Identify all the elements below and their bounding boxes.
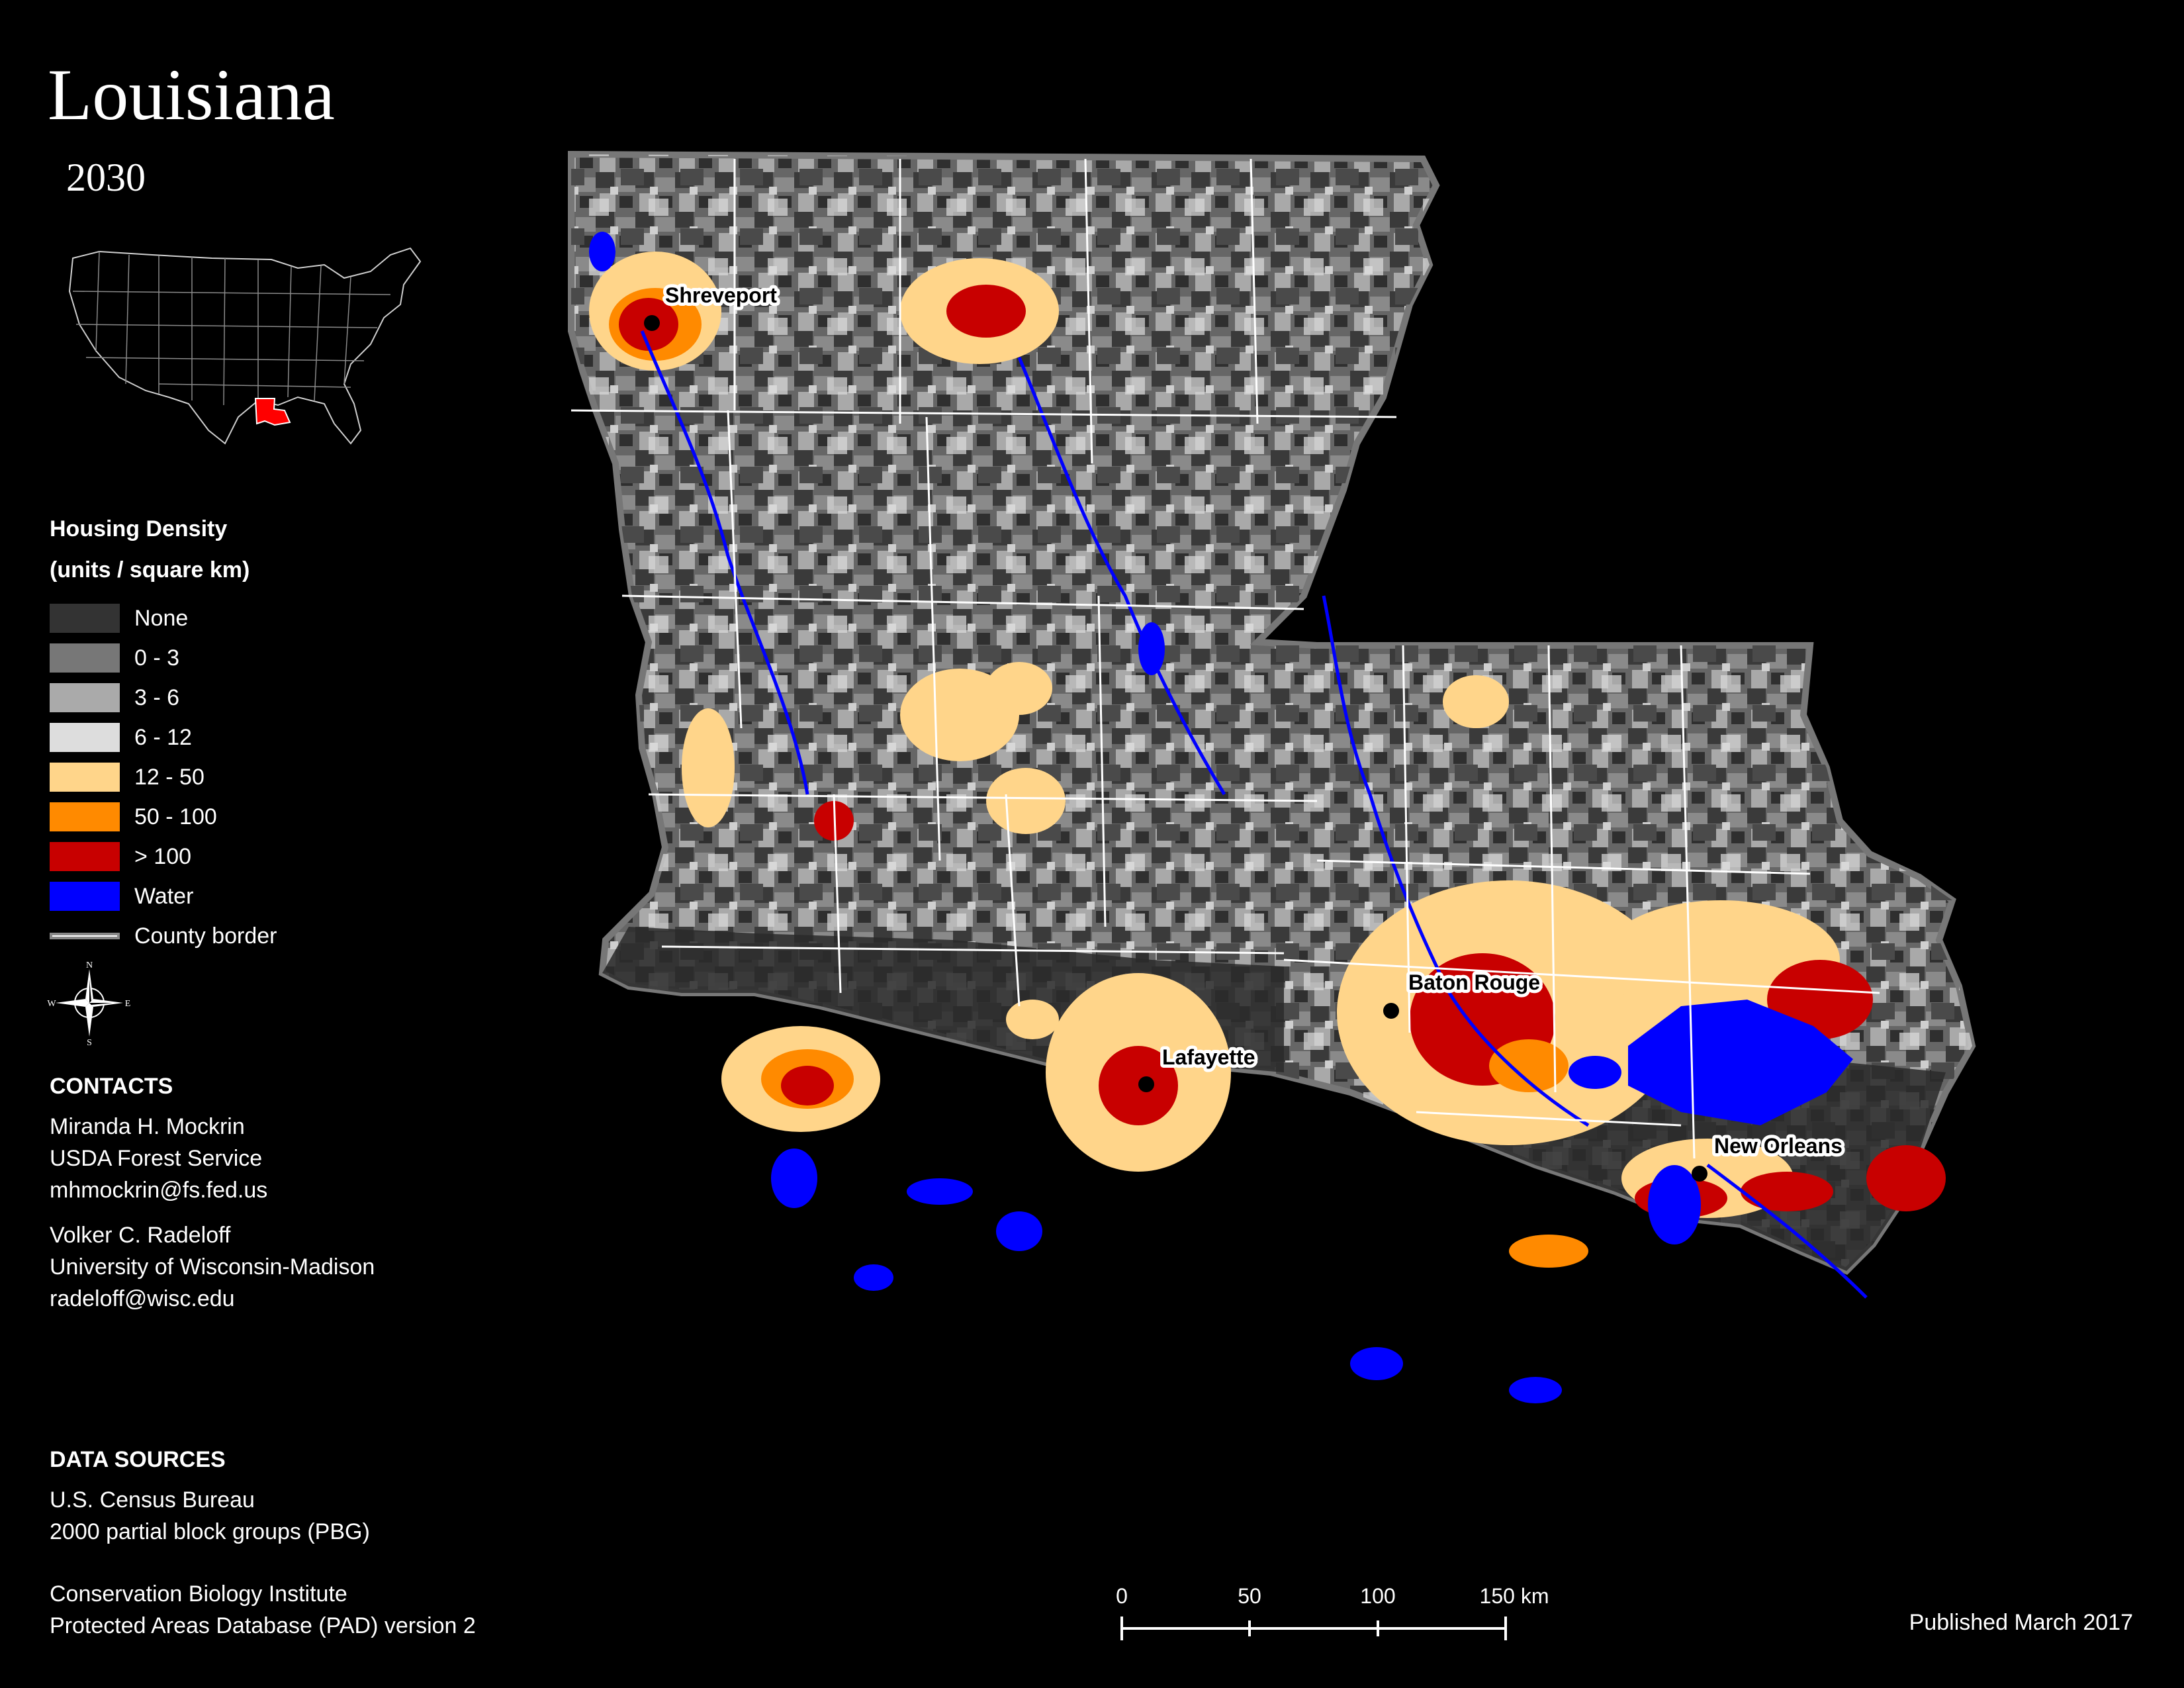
scale-tick-label: 100 (1360, 1584, 1395, 1608)
city-dot-lafayette (1138, 1076, 1154, 1092)
compass-n: N (86, 961, 93, 970)
data-source-line: Conservation Biology Institute (50, 1581, 347, 1607)
contact-name: Miranda H. Mockrin (50, 1114, 245, 1139)
compass-w: W (47, 999, 56, 1009)
city-dot-shreveport (644, 315, 660, 331)
county-borders (570, 158, 1880, 1159)
legend-label: 3 - 6 (134, 684, 180, 710)
louisiana-highlight (254, 398, 291, 426)
map-year: 2030 (66, 156, 146, 199)
rivers (640, 330, 1868, 1299)
legend-item-water: Water (50, 882, 193, 911)
legend-swatch (50, 683, 120, 712)
legend-label: 6 - 12 (134, 724, 192, 750)
contact-block-1: Miranda H. Mockrin USDA Forest Service m… (50, 1111, 267, 1206)
city-markers: Shreveport Baton Rouge Lafayette New Orl… (644, 280, 1846, 1182)
city-label-baton-rouge: Baton Rouge (1408, 970, 1540, 994)
data-sources-heading: DATA SOURCES (50, 1447, 226, 1472)
legend-label: None (134, 605, 189, 631)
legend-item-0-3: 0 - 3 (50, 643, 179, 673)
legend-item-12-50: 12 - 50 (50, 763, 205, 792)
legend-swatch (50, 604, 120, 633)
water-bodies (589, 232, 1853, 1403)
data-source-line: 2000 partial block groups (PBG) (50, 1519, 370, 1544)
legend-item-50-100: 50 - 100 (50, 802, 217, 831)
contact-block-2: Volker C. Radeloff University of Wiscons… (50, 1219, 375, 1315)
legend-item-none: None (50, 604, 188, 633)
legend-item-6-12: 6 - 12 (50, 723, 192, 752)
legend-swatch (50, 763, 120, 792)
published-date: Published March 2017 (1909, 1610, 2133, 1635)
legend-swatch (50, 842, 120, 871)
legend-label: 0 - 3 (134, 645, 180, 671)
contact-name: Volker C. Radeloff (50, 1223, 231, 1248)
legend-label: Water (134, 883, 194, 909)
legend-label: 50 - 100 (134, 804, 217, 829)
city-label-new-orleans: New Orleans (1714, 1134, 1843, 1158)
legend-swatch (50, 643, 120, 673)
legend-swatch (50, 723, 120, 752)
us-locator-map (68, 247, 422, 445)
data-source-line: Protected Areas Database (PAD) version 2 (50, 1613, 476, 1638)
map-title: Louisiana (48, 54, 335, 135)
city-dot-new-orleans (1692, 1166, 1707, 1182)
legend-swatch (50, 802, 120, 831)
legend-item-gt-100: > 100 (50, 842, 191, 871)
legend-item-3-6: 3 - 6 (50, 683, 179, 712)
compass-rose-icon: N S W E (47, 961, 131, 1046)
legend-item-county-border: County border (50, 921, 277, 951)
contact-org: University of Wisconsin-Madison (50, 1254, 375, 1280)
legend-label: County border (134, 923, 277, 949)
city-label-lafayette: Lafayette (1162, 1045, 1255, 1069)
data-source-line: U.S. Census Bureau (50, 1487, 255, 1513)
legend-label: 12 - 50 (134, 764, 205, 790)
compass-e: E (125, 999, 131, 1009)
legend-label: > 100 (134, 843, 192, 869)
county-border-swatch (50, 933, 120, 939)
scale-tick-label: 50 (1238, 1584, 1261, 1608)
city-dot-baton-rouge (1383, 1003, 1399, 1019)
contact-email[interactable]: radeloff@wisc.edu (50, 1286, 235, 1311)
data-source-census: U.S. Census Bureau 2000 partial block gr… (50, 1484, 370, 1548)
legend-units: (units / square km) (50, 557, 250, 583)
legend-swatch (50, 882, 120, 911)
scale-tick-label: 0 (1116, 1584, 1128, 1608)
data-source-cbi: Conservation Biology Institute Protected… (50, 1578, 476, 1642)
contact-org: USDA Forest Service (50, 1146, 263, 1171)
compass-s: S (87, 1038, 92, 1046)
legend-title: Housing Density (50, 516, 228, 541)
scale-bar: 0 50 100 150 km (1116, 1584, 1549, 1640)
contacts-heading: CONTACTS (50, 1074, 173, 1099)
louisiana-housing-density-map: Shreveport Baton Rouge Lafayette New Orl… (568, 150, 1976, 1403)
scale-tick-label: 150 km (1480, 1584, 1549, 1608)
city-label-shreveport: Shreveport (665, 283, 777, 307)
contact-email[interactable]: mhmockrin@fs.fed.us (50, 1178, 268, 1203)
